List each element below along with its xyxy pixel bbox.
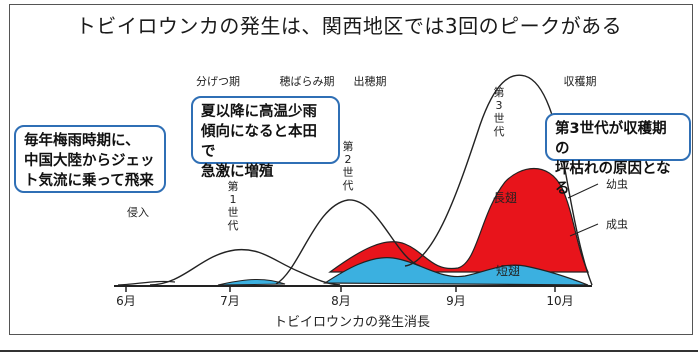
callout-left-line-3: ト気流に乗って飛来 (24, 173, 154, 189)
choshi-area (328, 167, 589, 273)
label-yochu: 幼虫 (606, 178, 628, 191)
callout-left-line-1: 毎年梅雨時期に、 (24, 133, 140, 149)
label-gen3: 第 3 世代 (494, 85, 505, 138)
label-seichu: 成虫 (606, 218, 628, 231)
month-label-oct: 10月 (546, 294, 573, 308)
bottom-rule (0, 350, 698, 352)
tanshi-area-early (217, 278, 286, 286)
label-shinnyu: 侵入 (127, 206, 149, 219)
label-gen1-text: 第 1 世代 (228, 179, 239, 232)
callout-middle: 夏以降に高温少雨 傾向になると本田で 急激に増殖 (191, 96, 340, 180)
month-label-jun: 6月 (116, 294, 136, 308)
month-label-aug: 8月 (331, 294, 351, 308)
label-gen3-text: 第 3 世代 (494, 85, 505, 138)
callout-middle-line-2: 傾向になると本田で (201, 124, 317, 160)
callout-right-line-2: 坪枯れの原因となる (555, 161, 671, 197)
curve-gen3 (404, 74, 593, 286)
figure-title: トビイロウンカの発生は、関西地区では3回のピークがある (75, 14, 623, 38)
label-gen1: 第 1 世代 (228, 179, 239, 232)
leader-seichu (569, 223, 599, 237)
callout-right: 第3世代が収穫期の 坪枯れの原因となる (545, 113, 691, 197)
callout-left-line-2: 中国大陸からジェッ (24, 153, 155, 169)
label-tanshi: 短翅 (496, 263, 520, 278)
curve-gen1 (149, 248, 341, 286)
month-label-jul: 7月 (220, 294, 240, 308)
callout-right-line-1: 第3世代が収穫期の (555, 121, 667, 157)
month-label-sep: 9月 (446, 294, 466, 308)
x-axis-label: トビイロウンカの発生消長 (274, 315, 430, 330)
callout-middle-line-3: 急激に増殖 (201, 164, 274, 180)
callout-left: 毎年梅雨時期に、 中国大陸からジェッ ト気流に乗って飛来 (14, 125, 166, 193)
leader-yochu (567, 183, 599, 199)
label-gen2: 第 2 世代 (343, 139, 354, 192)
curve-baseline (117, 280, 176, 286)
curve-gen2 (275, 199, 421, 285)
figure-frame (9, 4, 693, 335)
stage-hobaramu: 穂ばらみ期 (280, 74, 335, 88)
label-choshi: 長翅 (493, 190, 517, 205)
stage-shussui: 出穂期 (354, 74, 387, 88)
tanshi-area (322, 257, 589, 286)
label-gen2-text: 第 2 世代 (343, 139, 354, 192)
stage-bunketsu: 分げつ期 (196, 75, 240, 88)
callout-middle-line-1: 夏以降に高温少雨 (201, 104, 317, 120)
stage-shukaku: 収穫期 (564, 75, 597, 88)
